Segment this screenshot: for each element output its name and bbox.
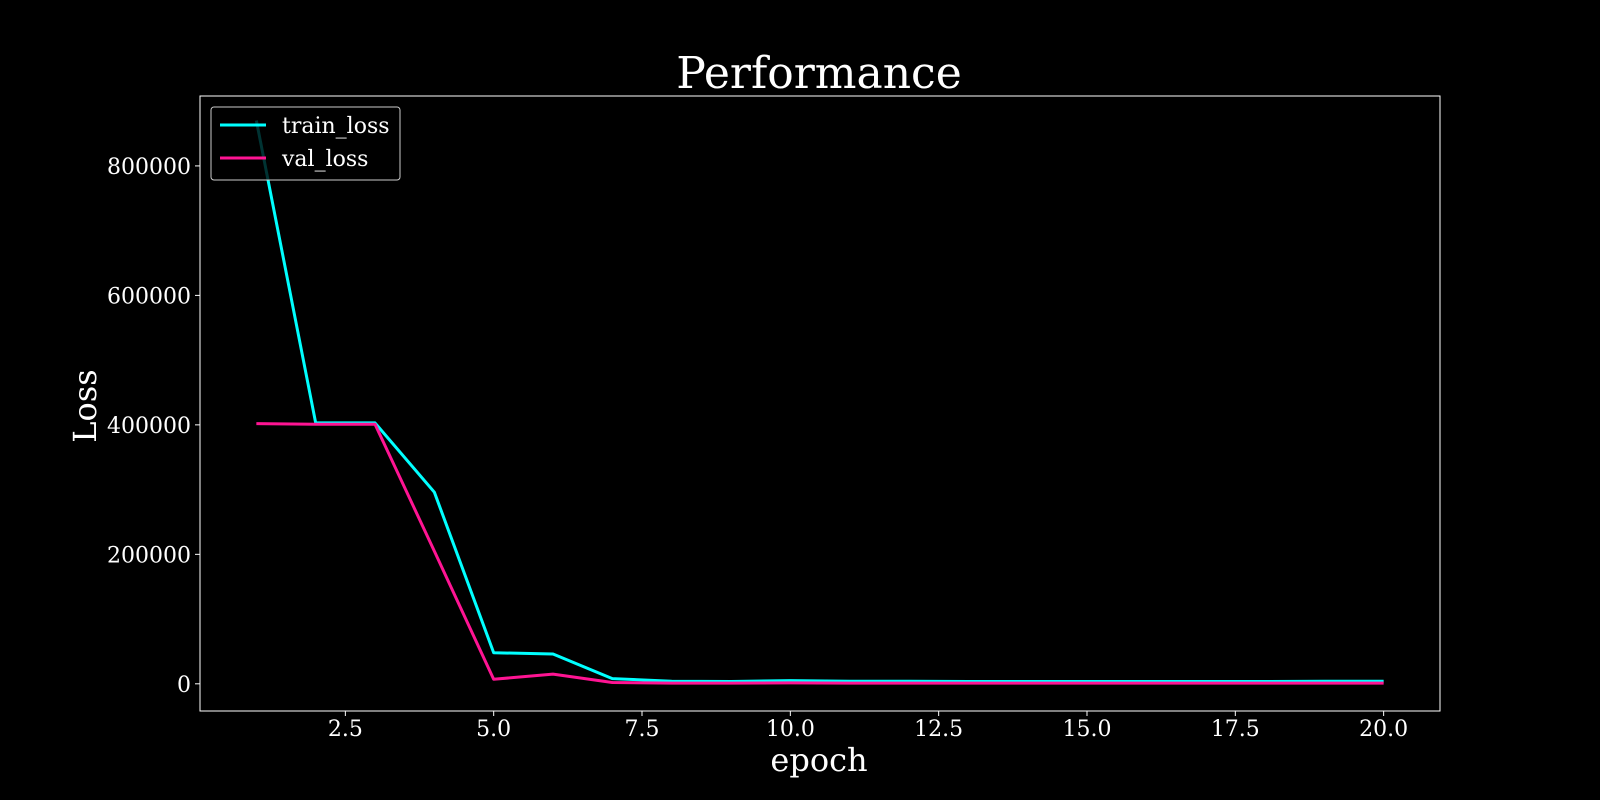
plot-area-frame	[199, 95, 1441, 712]
x-tick-label: 5.0	[476, 717, 511, 742]
y-tick-label: 400000	[107, 414, 191, 439]
x-tick-label: 15.0	[1062, 717, 1111, 742]
x-tick-label: 12.5	[914, 717, 963, 742]
series-line-val-loss	[256, 422, 1384, 685]
chart-title: Performance	[676, 48, 961, 99]
y-tick-label: 600000	[107, 284, 191, 309]
series-line-train-loss	[254, 120, 1384, 684]
x-axis: 2.5 5.0 7.5 10.0 12.5 15.0 17.5 20.0	[328, 711, 1408, 742]
y-axis-label: Loss	[66, 369, 104, 442]
y-axis: 0 200000 400000 600000 800000	[107, 155, 200, 698]
x-tick-label: 2.5	[328, 717, 363, 742]
x-axis-label: epoch	[770, 741, 867, 779]
legend-label-val-loss: val_loss	[281, 147, 368, 172]
x-tick-label: 10.0	[766, 717, 815, 742]
legend-label-train-loss: train_loss	[282, 114, 390, 139]
y-tick-label: 200000	[107, 543, 191, 568]
series-layer	[254, 120, 1384, 685]
x-tick-label: 20.0	[1359, 717, 1408, 742]
y-tick-label: 0	[177, 673, 191, 698]
legend: train_loss val_loss	[210, 106, 401, 181]
x-tick-label: 17.5	[1211, 717, 1260, 742]
x-tick-label: 7.5	[625, 717, 660, 742]
y-tick-label: 800000	[107, 155, 191, 180]
